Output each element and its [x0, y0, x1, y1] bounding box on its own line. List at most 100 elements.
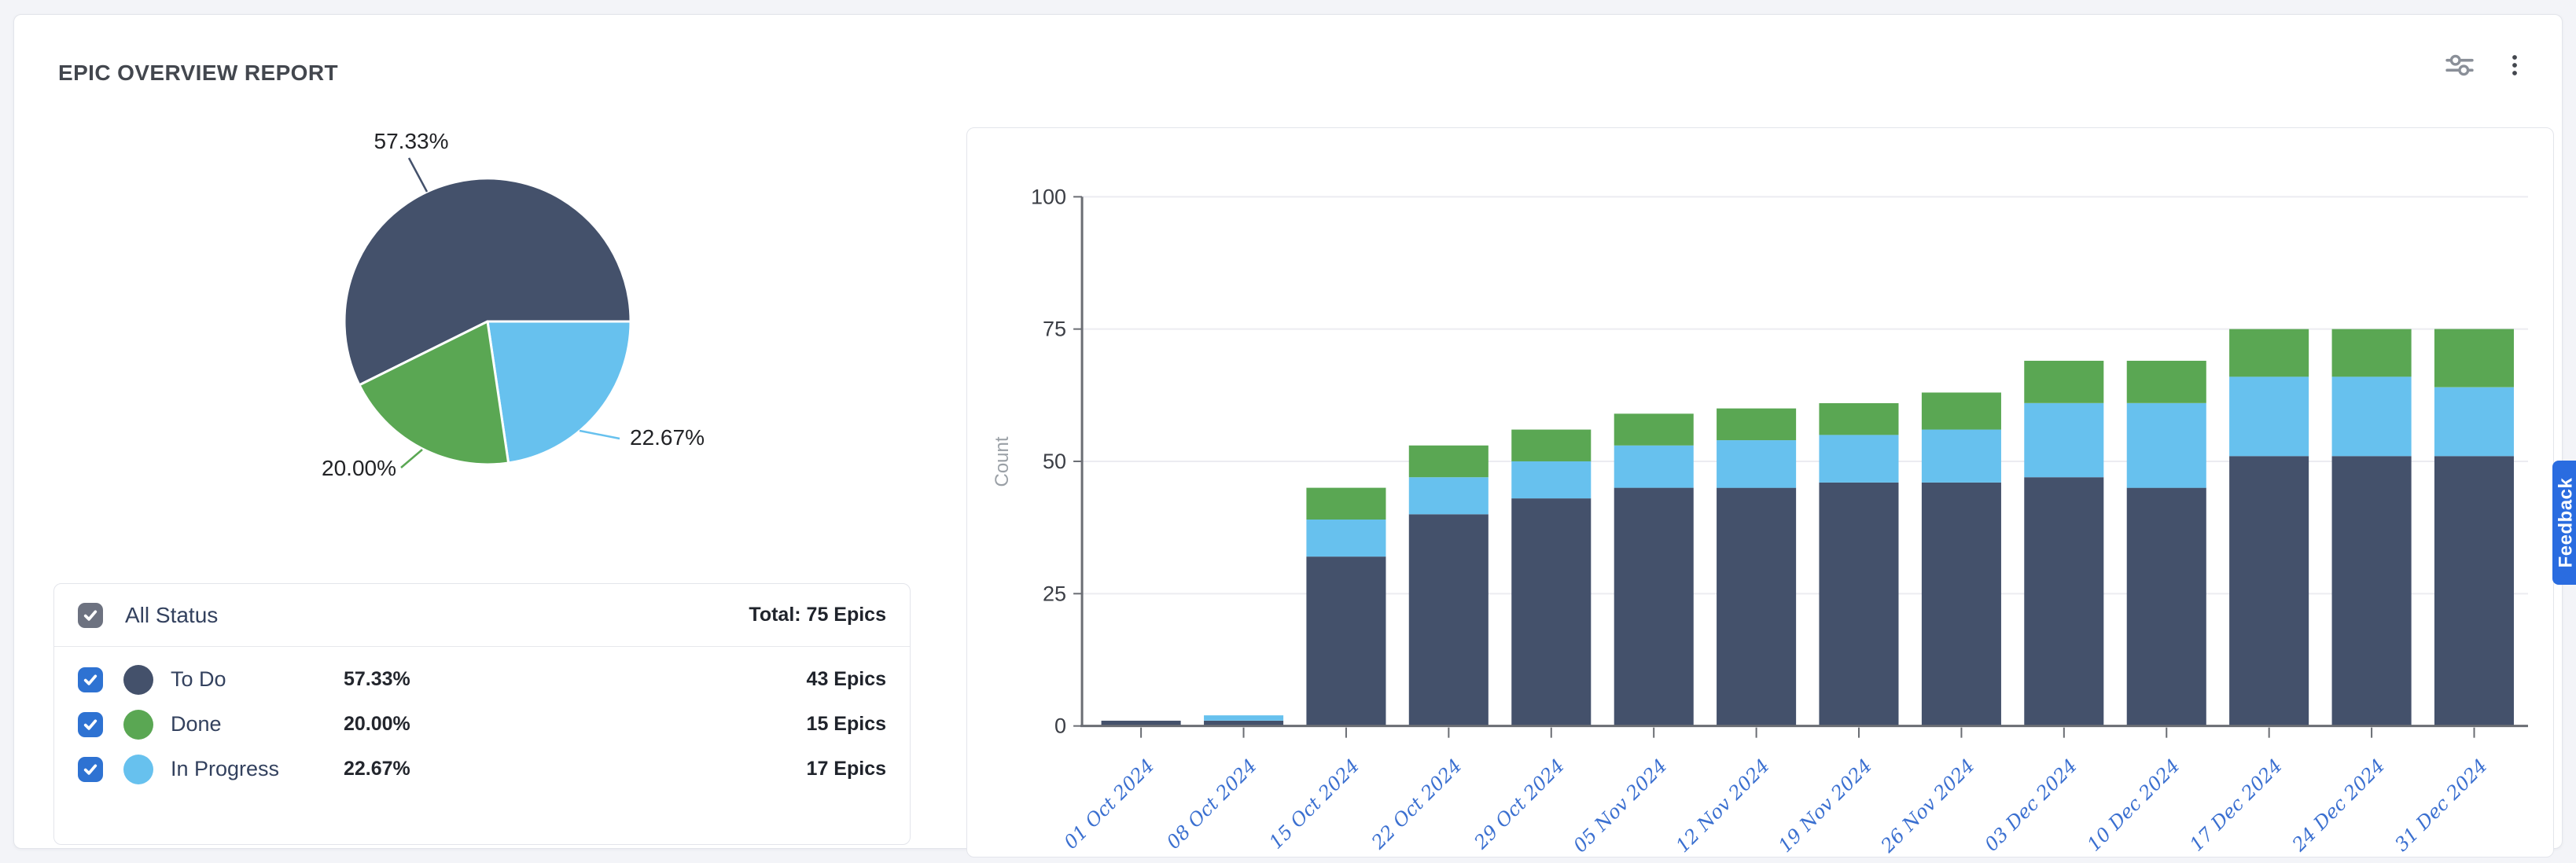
x-axis-date-label: 29 Oct 2024 [1470, 755, 1569, 854]
x-axis-date-label: 08 Oct 2024 [1162, 755, 1261, 854]
sliders-icon [2445, 54, 2474, 76]
bar-segment-to-do-24-dec-2024[interactable] [2331, 456, 2412, 726]
bar-segment-in-progress-31-dec-2024[interactable] [2434, 387, 2514, 457]
bar-segment-done-17-dec-2024[interactable] [2229, 329, 2309, 377]
bar-segment-done-19-nov-2024[interactable] [1819, 402, 1899, 435]
report-title: EPIC OVERVIEW REPORT [58, 61, 338, 85]
epic-overview-report-card: EPIC OVERVIEW REPORT 57.33% 22.67% 20.00% [13, 14, 2563, 857]
bar-segment-done-10-dec-2024[interactable] [2126, 361, 2206, 403]
x-axis-date-label: 05 Nov 2024 [1569, 755, 1671, 857]
pie-slice-in-progress[interactable] [486, 320, 632, 465]
kebab-menu-icon [2512, 55, 2517, 75]
status-epic-count: 15 Epics [806, 713, 886, 735]
status-label: Done [171, 712, 222, 736]
pie-label-done: 20.00% [322, 456, 396, 480]
bar-segment-to-do-03-dec-2024[interactable] [2024, 477, 2104, 726]
bar-segment-to-do-26-nov-2024[interactable] [1921, 482, 2001, 726]
legend-row-to-do: To Do 57.33% 43 Epics [78, 657, 886, 702]
pie-slice-to-do[interactable] [343, 177, 632, 387]
y-axis-title: Count [992, 436, 1013, 487]
check-icon [83, 718, 98, 730]
all-status-label: All Status [125, 602, 219, 627]
bar-segment-in-progress-03-dec-2024[interactable] [2024, 402, 2104, 478]
bar-segment-done-31-dec-2024[interactable] [2434, 329, 2514, 387]
bar-segment-to-do-08-oct-2024[interactable] [1204, 720, 1284, 726]
bar-segment-done-29-oct-2024[interactable] [1511, 429, 1592, 461]
bar-segment-done-24-dec-2024[interactable] [2331, 329, 2412, 377]
card-toolbar [2441, 46, 2534, 84]
pie-label-to-do: 57.33% [374, 129, 449, 153]
legend-rows: To Do 57.33% 43 Epics Done 20.00% 15 Epics In … [54, 647, 910, 791]
y-axis-tick-label: 75 [1043, 318, 1066, 341]
bar-segment-in-progress-08-oct-2024[interactable] [1204, 715, 1284, 721]
bar-segment-in-progress-22-oct-2024[interactable] [1408, 477, 1489, 515]
bar-segment-to-do-19-nov-2024[interactable] [1819, 482, 1899, 726]
feedback-label: Feedback [2555, 477, 2576, 568]
bar-segment-done-05-nov-2024[interactable] [1614, 413, 1694, 446]
bar-segment-to-do-12-nov-2024[interactable] [1717, 487, 1797, 726]
all-status-checkbox[interactable] [78, 602, 103, 628]
in-progress-checkbox[interactable] [78, 756, 103, 782]
bar-segment-to-do-05-nov-2024[interactable] [1614, 487, 1694, 726]
status-percent: 22.67% [344, 758, 410, 780]
epic-trend-bar-chart: 0 25 50 75 100 01 Oct 2024 08 Oct 2024 15 Oct 2… [992, 185, 2528, 857]
bar-segment-to-do-31-dec-2024[interactable] [2434, 456, 2514, 726]
bar-segment-in-progress-05-nov-2024[interactable] [1614, 445, 1694, 488]
bar-segment-in-progress-10-dec-2024[interactable] [2126, 402, 2206, 488]
status-epic-count: 43 Epics [806, 668, 886, 690]
bar-segment-done-15-oct-2024[interactable] [1306, 487, 1386, 520]
to-do-checkbox[interactable] [78, 667, 103, 692]
x-axis-date-label: 22 Oct 2024 [1367, 755, 1466, 854]
x-axis-date-label: 01 Oct 2024 [1060, 755, 1159, 854]
status-percent: 57.33% [344, 668, 410, 690]
bar-segment-to-do-15-oct-2024[interactable] [1306, 556, 1386, 726]
bar-segment-to-do-29-oct-2024[interactable] [1511, 498, 1592, 726]
x-axis-date-label: 26 Nov 2024 [1876, 755, 1979, 857]
legend-header: All Status Total: 75 Epics [54, 584, 910, 646]
feedback-button[interactable]: Feedback [2552, 461, 2576, 585]
x-axis-date-label: 24 Dec 2024 [2287, 755, 2389, 856]
bar-segment-in-progress-24-dec-2024[interactable] [2331, 376, 2412, 457]
epic-trend-chart-card: 0 25 50 75 100 01 Oct 2024 08 Oct 2024 15 Oct 2… [966, 127, 2554, 857]
legend-row-done: Done 20.00% 15 Epics [78, 702, 886, 747]
bar-segment-to-do-10-dec-2024[interactable] [2126, 487, 2206, 726]
legend-total: Total: 75 Epics [749, 604, 886, 626]
filter-settings-button[interactable] [2441, 46, 2478, 84]
bar-segment-in-progress-15-oct-2024[interactable] [1306, 520, 1386, 557]
status-label: To Do [171, 667, 226, 691]
status-label: In Progress [171, 757, 280, 780]
bar-segment-to-do-01-oct-2024[interactable] [1101, 720, 1181, 726]
more-menu-button[interactable] [2496, 46, 2534, 84]
bar-segment-in-progress-29-oct-2024[interactable] [1511, 461, 1592, 499]
x-axis-date-label: 15 Oct 2024 [1265, 755, 1364, 854]
bar-segment-in-progress-17-dec-2024[interactable] [2229, 376, 2309, 457]
in-progress-color-dot [123, 754, 153, 784]
x-axis-date-label: 03 Dec 2024 [1981, 755, 2082, 856]
bar-segment-to-do-22-oct-2024[interactable] [1408, 514, 1489, 726]
bar-segment-in-progress-12-nov-2024[interactable] [1717, 440, 1797, 488]
done-color-dot [123, 709, 153, 740]
bar-segment-to-do-17-dec-2024[interactable] [2229, 456, 2309, 726]
x-axis-date-label: 10 Dec 2024 [2083, 755, 2184, 856]
bar-segment-in-progress-26-nov-2024[interactable] [1921, 429, 2001, 483]
bar-segment-done-03-dec-2024[interactable] [2024, 361, 2104, 403]
x-axis-date-label: 12 Nov 2024 [1672, 755, 1774, 857]
bar-segment-done-22-oct-2024[interactable] [1408, 445, 1489, 478]
bar-segment-done-12-nov-2024[interactable] [1717, 408, 1797, 441]
y-axis-tick-label: 25 [1043, 582, 1066, 605]
epic-status-pie-chart: 57.33% 22.67% 20.00% [322, 129, 705, 480]
status-epic-count: 17 Epics [806, 758, 886, 780]
y-axis-tick-label: 50 [1043, 450, 1066, 473]
status-percent: 20.00% [344, 713, 410, 735]
bar-segment-done-26-nov-2024[interactable] [1921, 392, 2001, 430]
y-axis-tick-label: 100 [1031, 185, 1066, 208]
check-icon [83, 674, 98, 685]
pie-slice-done[interactable] [358, 320, 510, 466]
x-axis-date-label: 17 Dec 2024 [2185, 755, 2287, 856]
bar-segment-in-progress-19-nov-2024[interactable] [1819, 435, 1899, 483]
check-icon [83, 609, 98, 621]
done-checkbox[interactable] [78, 711, 103, 737]
check-icon [83, 763, 98, 775]
legend-divider [54, 646, 910, 647]
